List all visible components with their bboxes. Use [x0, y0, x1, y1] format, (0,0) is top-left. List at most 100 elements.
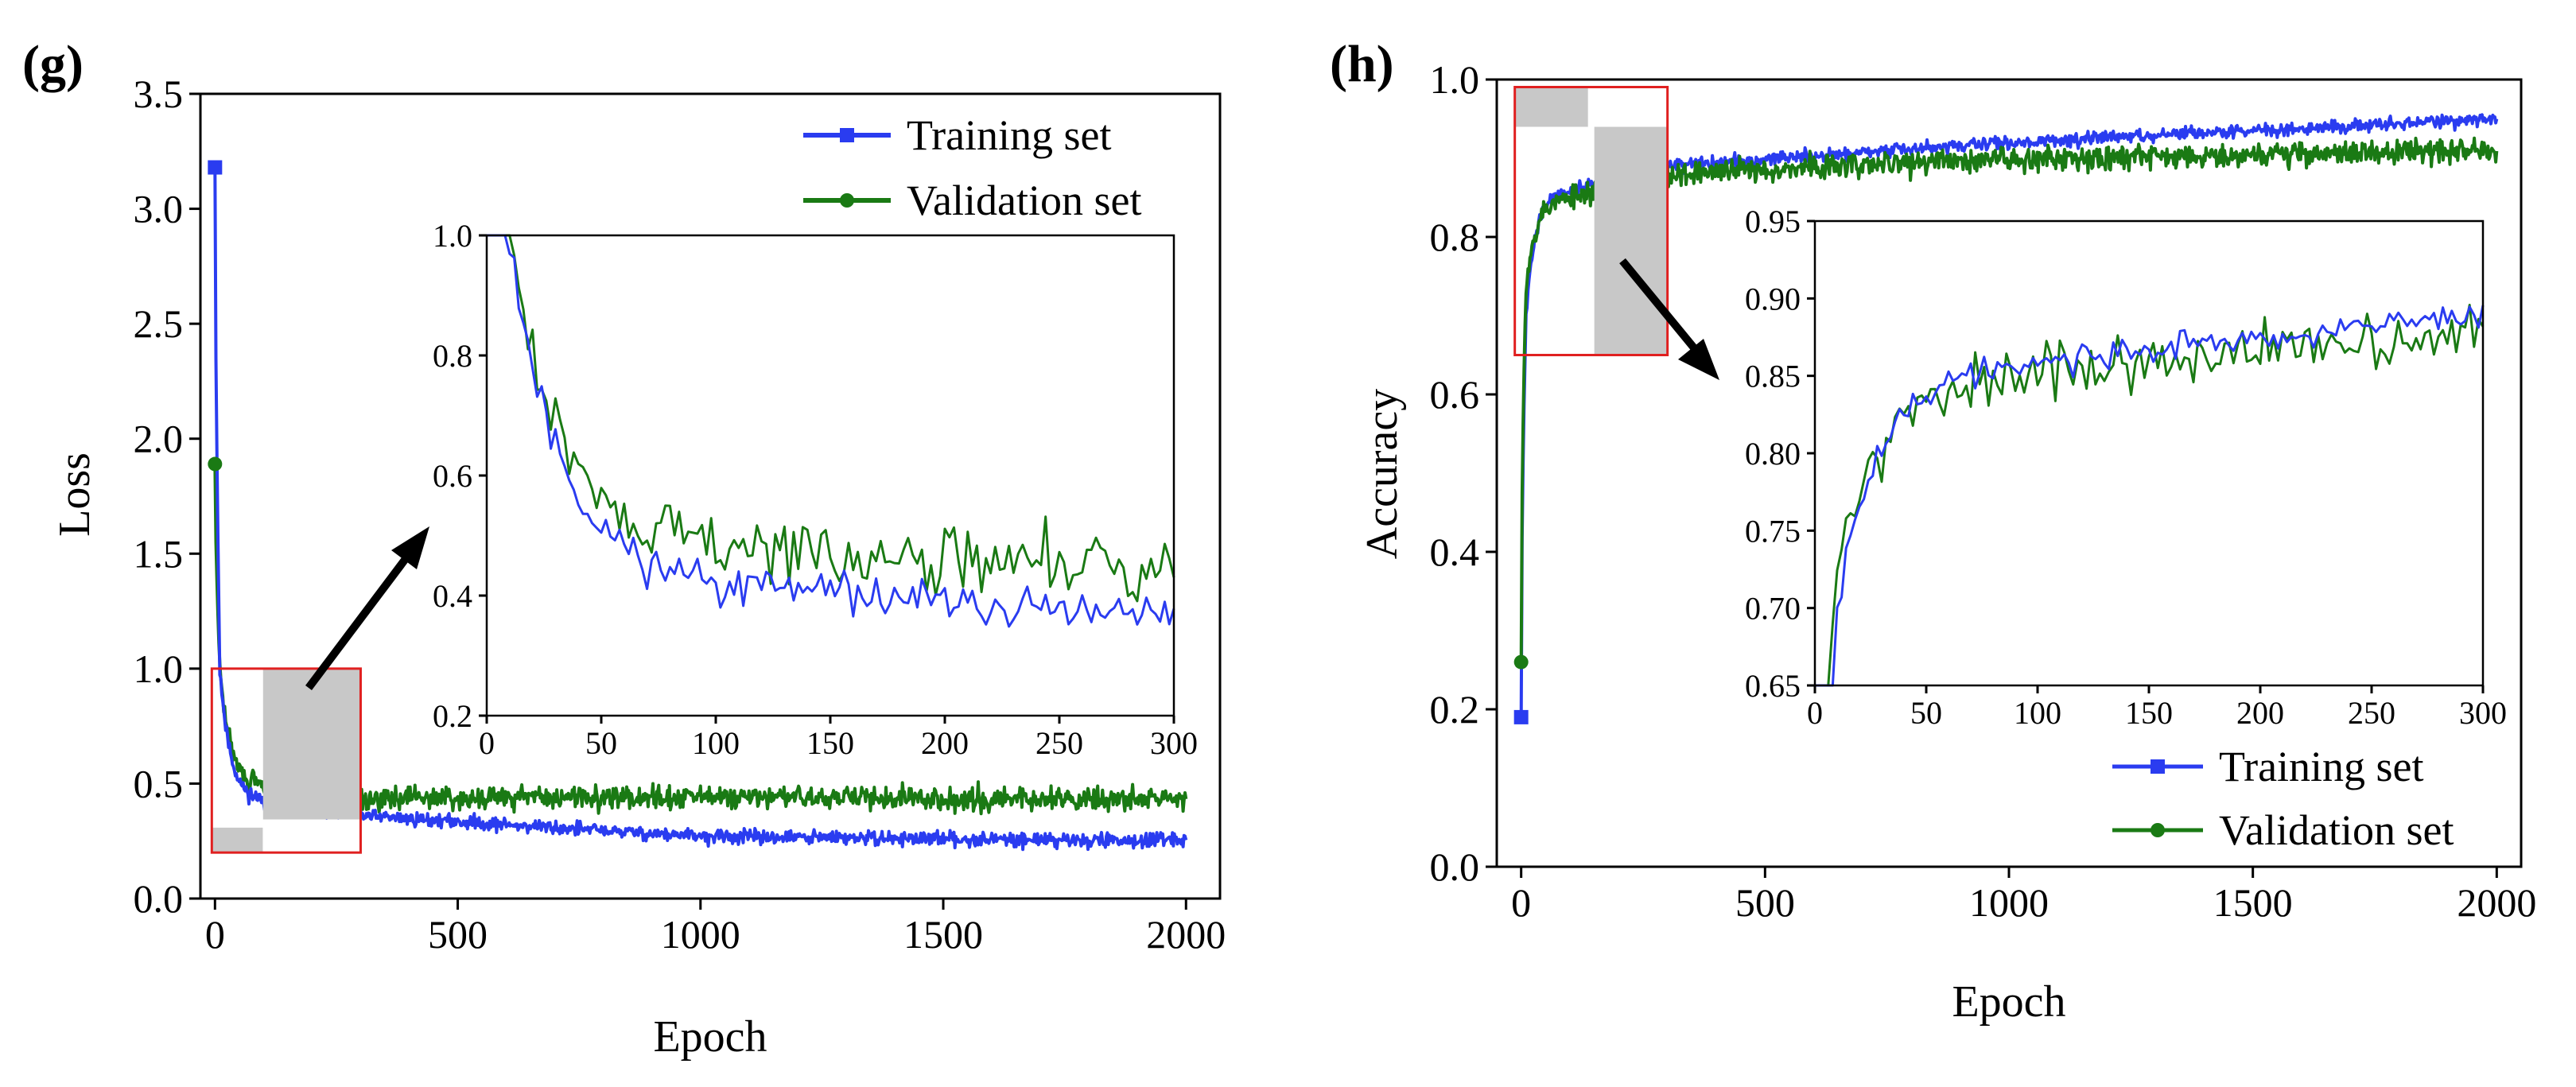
panel-h-accuracy-chart: (h) 0 500 1000 1500 2000 0.00.20.40.60.81.0 … [1330, 35, 2536, 1027]
g-inset-y-tick-label: 0.4 [433, 578, 472, 614]
g-inset-x-tick-label: 100 [692, 725, 740, 761]
panel-h-label: (h) [1330, 35, 1394, 93]
h-y-tick-label: 0.8 [1430, 215, 1480, 259]
g-y-tick-label: 0.0 [134, 876, 184, 921]
h-zoom-box [1513, 86, 1669, 356]
g-inset-y-tick-label: 0.6 [433, 458, 472, 494]
g-inset-x-tick-label: 50 [585, 725, 617, 761]
h-inset-y-tick-label: 0.70 [1745, 591, 1801, 627]
legend-h-training-marker [2151, 759, 2165, 774]
h-inset-y-tick-label: 0.85 [1745, 359, 1801, 394]
g-training-start-marker [208, 160, 223, 175]
g-inset-validation-line [487, 234, 1175, 603]
h-inset-x-tick-label: 150 [2125, 695, 2173, 731]
h-x-tick-label: 500 [1735, 880, 1795, 925]
panel-g-x-axis-title: Epoch [653, 1012, 767, 1062]
g-y-tick-label: 2.0 [134, 417, 184, 461]
panel-g-zoom-arrow [305, 526, 429, 691]
panel-g-series-group [208, 160, 1188, 852]
h-y-tick-label: 0.6 [1430, 372, 1480, 417]
panel-g-y-axis-title: Loss [50, 452, 99, 537]
panel-g-inset-series-group [487, 234, 1175, 628]
g-y-tick-label: 1.5 [134, 531, 184, 576]
panel-h-inset-series-group [1815, 304, 2485, 687]
panel-h-series-group [1513, 113, 2499, 724]
panel-h-inset-y-ticks: 0.65 0.70 0.75 0.80 0.85 0.90 0.95 [1745, 204, 1815, 704]
legend-g-training-marker [840, 128, 854, 142]
g-zoom-shade-left [212, 827, 263, 853]
h-y-tick-label: 1.0 [1430, 57, 1480, 102]
panel-h-x-axis-title: Epoch [1952, 977, 2065, 1027]
panel-g-zoom-region [210, 667, 362, 854]
g-inset-y-tick-label: 0.8 [433, 338, 472, 374]
g-training-line [213, 167, 1188, 852]
h-inset-x-tick-label: 50 [1910, 695, 1942, 731]
panel-h-x-ticks: 0 500 1000 1500 2000 [1511, 867, 2536, 925]
panel-g-inset-x-ticks: 0 50 100 150 200 250 300 [479, 716, 1198, 761]
panel-h-zoom-arrow [1619, 258, 1719, 380]
h-inset-validation-line [1815, 304, 2485, 687]
h-inset-y-tick-label: 0.75 [1745, 513, 1801, 549]
panel-g-inset-y-ticks: 0.2 0.4 0.6 0.8 1.0 [433, 218, 487, 734]
g-y-tick-label: 0.5 [134, 761, 184, 806]
h-x-tick-label: 0 [1511, 880, 1531, 925]
panel-g-label: (g) [22, 35, 84, 93]
h-inset-x-tick-label: 0 [1807, 695, 1823, 731]
h-inset-y-tick-label: 0.80 [1745, 436, 1801, 472]
g-inset-x-tick-label: 150 [806, 725, 854, 761]
g-validation-start-marker [208, 456, 223, 472]
g-zoom-shade-right [262, 668, 361, 820]
h-validation-start-marker [1513, 654, 1529, 670]
panel-g-inset: 0 50 100 150 200 250 300 0.2 0.4 0.6 0.8 1.0 [433, 218, 1198, 761]
h-validation-line [1519, 136, 2499, 662]
h-inset-x-tick-label: 250 [2348, 695, 2395, 731]
h-x-tick-label: 2000 [2457, 880, 2536, 925]
g-inset-training-line [487, 234, 1175, 628]
g-y-tick-label: 1.0 [134, 646, 184, 691]
panel-h-y-axis-title: Accuracy [1358, 389, 1407, 560]
legend-g-training-label: Training set [907, 111, 1112, 159]
h-zoom-shade-top [1514, 87, 1588, 127]
legend-g-validation-marker [840, 193, 854, 208]
h-inset-y-tick-label: 0.65 [1745, 668, 1801, 704]
legend-g-validation-label: Validation set [907, 177, 1141, 224]
g-inset-x-tick-label: 250 [1035, 725, 1083, 761]
h-inset-training-line [1815, 305, 2485, 687]
panel-g-legend: Training set Validation set [803, 111, 1141, 224]
g-inset-x-tick-label: 200 [921, 725, 969, 761]
g-inset-x-tick-label: 0 [479, 725, 495, 761]
panel-h-legend: Training set Validation set [2112, 743, 2454, 854]
panel-g-axes-frame [199, 92, 1222, 900]
g-zoom-box [210, 667, 362, 854]
panel-h-y-ticks: 0.0 0.2 0.4 0.6 0.8 1.0 [1430, 57, 1497, 889]
g-x-tick-label: 2000 [1146, 912, 1226, 957]
g-x-tick-label: 1500 [903, 912, 983, 957]
g-inset-x-tick-label: 300 [1150, 725, 1198, 761]
h-inset-y-tick-label: 0.95 [1745, 204, 1801, 239]
g-y-tick-label: 2.5 [134, 301, 184, 346]
g-inset-y-tick-label: 0.2 [433, 698, 472, 734]
legend-h-validation-label: Validation set [2219, 806, 2454, 854]
h-zoom-shade-right [1594, 126, 1668, 355]
g-inset-y-tick-label: 1.0 [433, 218, 472, 254]
panel-h-inset: 0 50 100 150 200 250 300 0.650.700.750.800.850… [1745, 204, 2507, 731]
g-y-tick-label: 3.5 [134, 72, 184, 116]
h-inset-y-tick-label: 0.90 [1745, 281, 1801, 316]
legend-h-validation-marker [2151, 823, 2165, 837]
h-inset-x-tick-label: 300 [2459, 695, 2507, 731]
h-y-tick-label: 0.4 [1430, 530, 1480, 574]
h-x-tick-label: 1500 [2213, 880, 2293, 925]
g-x-tick-label: 1000 [661, 912, 740, 957]
panel-g-plot-area [208, 160, 1188, 854]
h-x-tick-label: 1000 [1969, 880, 2049, 925]
panel-h-zoom-region [1513, 86, 1669, 356]
panel-g-x-ticks: 0 500 1000 1500 2000 [205, 899, 1226, 957]
h-inset-x-tick-label: 200 [2236, 695, 2284, 731]
h-inset-x-tick-label: 100 [2014, 695, 2061, 731]
g-x-tick-label: 0 [205, 912, 225, 957]
h-y-tick-label: 0.2 [1430, 687, 1480, 732]
g-validation-line [213, 464, 1188, 816]
panel-h-inset-x-ticks: 0 50 100 150 200 250 300 [1807, 685, 2507, 731]
g-y-tick-label: 3.0 [134, 187, 184, 231]
